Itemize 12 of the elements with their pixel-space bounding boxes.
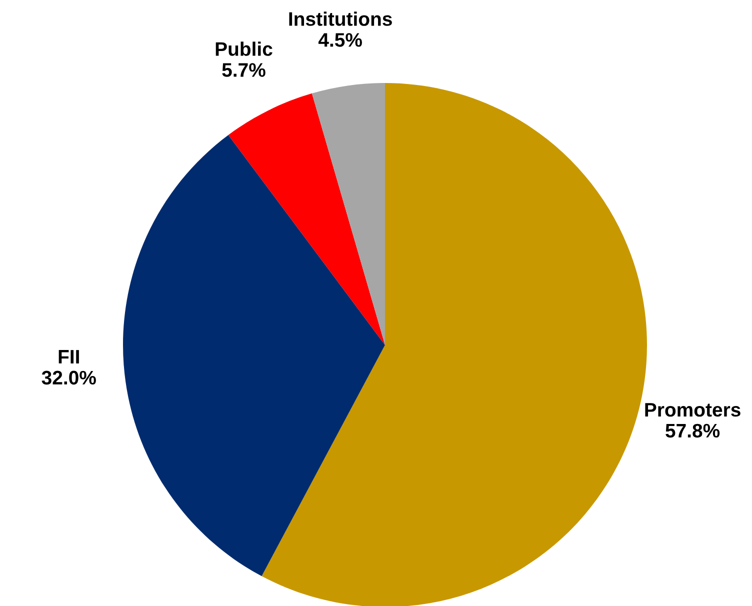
slice-label: Public bbox=[216, 42, 272, 56]
data-label: 4.5% bbox=[318, 33, 362, 47]
pie-slice bbox=[312, 83, 385, 345]
data-label: 32.0% bbox=[42, 370, 96, 385]
data-label: 5.7% bbox=[222, 63, 266, 77]
slice-label: Promoters bbox=[645, 403, 740, 417]
slice-label: Institutions bbox=[289, 12, 392, 26]
slice-label: FII bbox=[58, 350, 79, 364]
data-label: 57.8% bbox=[666, 424, 720, 438]
pie-slice bbox=[262, 83, 647, 606]
pie-slice bbox=[123, 134, 385, 576]
pie-slice bbox=[228, 93, 385, 345]
